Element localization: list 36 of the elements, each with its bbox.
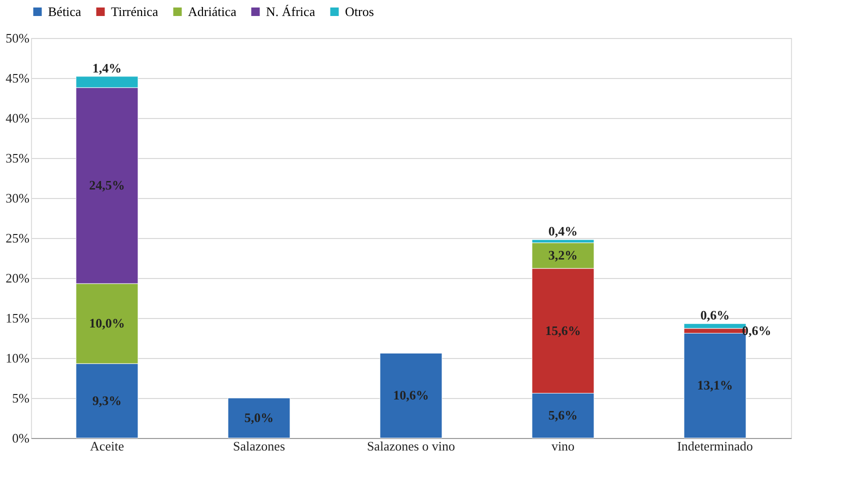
y-tick-label: 40% [6,110,30,126]
data-label: 0,4% [548,224,578,239]
x-tick-label: Aceite [90,438,124,454]
x-tick-label: Salazones o vino [366,438,456,454]
data-label: 10,0% [89,316,125,331]
legend-label: N. África [266,4,316,19]
legend-label: Bética [48,4,82,19]
y-tick-label: 35% [6,150,30,166]
y-tick-label: 5% [12,390,30,406]
bar [228,398,290,438]
legend-label: Tirrénica [111,4,158,19]
legend-label: Otros [345,4,374,19]
y-tick-label: 20% [6,270,30,286]
x-tick-label: Indeterminado [677,438,753,454]
y-tick-label: 25% [6,230,30,246]
y-tick-label: 45% [6,70,30,86]
data-label: 10,6% [393,388,429,403]
x-tick-label: Salazones [233,438,285,454]
bar [380,352,442,438]
data-label: 9,3% [92,392,122,408]
data-label: 13,1% [697,378,733,393]
y-tick-label: 50% [6,30,30,46]
data-label: 5,6% [548,408,578,423]
y-tick-label: 15% [6,310,30,326]
data-label: 5,0% [244,410,274,425]
x-tick-label: vino [551,438,575,454]
data-label: 1,4% [92,60,122,76]
data-label: 24,5% [89,178,125,193]
data-label: 0,6% [742,322,772,338]
data-label: 15,6% [545,322,581,338]
y-tick-label: 30% [6,190,30,206]
data-label: 0,6% [700,308,730,323]
y-tick-label: 0% [12,430,30,446]
data-label: 3,2% [548,248,578,263]
y-tick-label: 10% [6,350,30,366]
legend-label: Adriática [188,4,237,19]
